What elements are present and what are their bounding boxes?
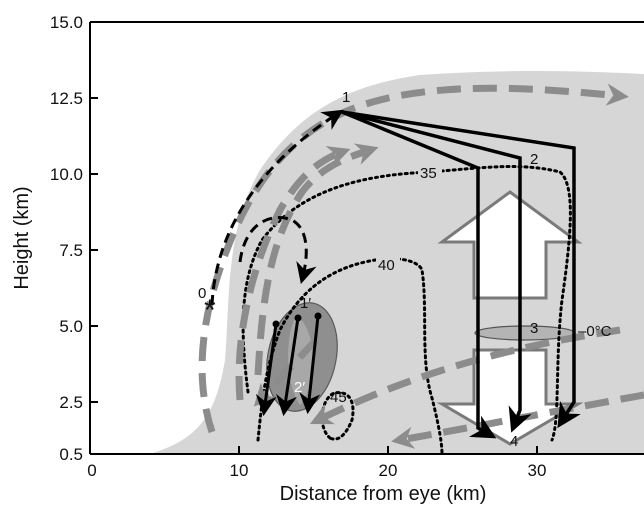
upward-hollow-arrow [437,190,583,300]
trajectory-1-c [341,110,581,429]
y-tick-label-15-0: 15.0 [50,13,83,32]
y-tick-label-10-0: 10.0 [50,165,83,184]
plot-area: * 0 1 1′ 2 2′ 3 4 35 40 45 –0°C [150,71,644,454]
low-inflow-arrow [309,326,621,425]
contour-label-35: 35 [420,165,437,182]
x-ticks [89,446,538,454]
x-tick-label-0: 0 [87,461,96,480]
label-point-1: 1 [342,89,350,106]
fall-line-2 [276,317,300,417]
mid-updraft-arrow-2 [254,143,379,376]
x-axis-title: Distance from eye (km) [280,483,487,505]
label-point-2: 2 [530,151,538,168]
mid-updraft-arrow-1 [235,146,351,401]
label-point-2prime: 2′ [294,379,305,396]
label-point-3: 3 [530,320,538,337]
y-ticks [90,21,98,455]
y-tick-label-7-5: 7.5 [59,241,83,260]
y-tick-labels: 0.5 2.5 5.0 7.5 10.0 12.5 15.0 [50,13,83,464]
y-tick-label-5-0: 5.0 [59,317,83,336]
trajectory-1-b [341,110,532,433]
label-point-1prime: 1′ [300,295,311,312]
y-axis-title: Height (km) [11,186,33,289]
fall-start-dots [272,312,322,328]
contour-35 [241,165,572,442]
fall-line-3 [299,315,321,415]
x-tick-label-20: 20 [379,461,398,480]
origin-asterisk: * [204,294,216,327]
fall-line-1 [255,323,278,417]
y-tick-label-0-5: 0.5 [59,445,83,464]
y-tick-label-12-5: 12.5 [50,89,83,108]
trajectory-loop-down [238,215,317,285]
axes [89,21,644,455]
x-tick-label-30: 30 [528,461,547,480]
x-tick-label-10: 10 [230,461,249,480]
label-point-4: 4 [510,433,518,450]
fallout-trajectories [341,110,581,439]
freezing-level-label: –0°C [578,323,612,340]
contour-label-45: 45 [330,389,347,406]
fall-trajectories-1prime [255,315,321,417]
trajectory-0-to-1 [210,109,344,306]
trajectory-1-a [341,110,497,439]
contour-label-40: 40 [378,257,395,274]
core-downdraft-arrow [253,337,319,407]
x-tick-labels: 0 10 20 30 [87,461,546,480]
label-point-0: 0 [198,285,206,302]
y-tick-label-2-5: 2.5 [59,393,83,412]
